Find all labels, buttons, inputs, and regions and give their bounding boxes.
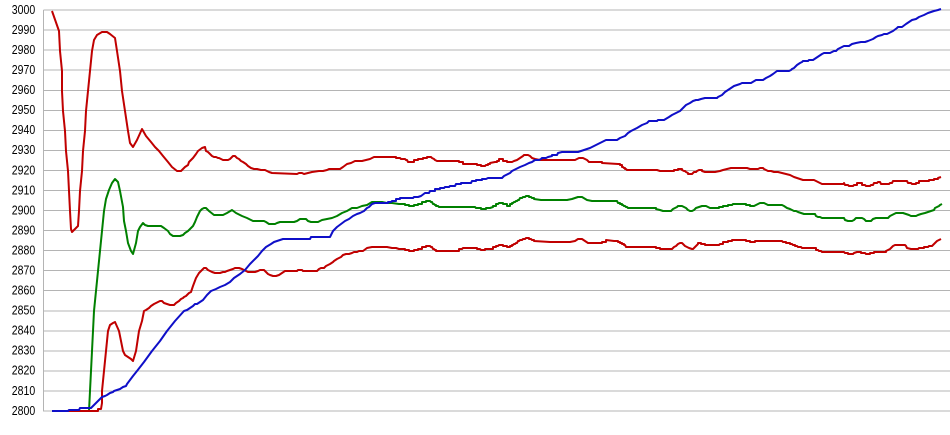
- svg-text:2880: 2880: [12, 242, 35, 257]
- svg-text:2970: 2970: [12, 62, 35, 77]
- svg-text:2910: 2910: [12, 182, 35, 197]
- svg-text:2820: 2820: [12, 363, 35, 378]
- svg-text:2840: 2840: [12, 323, 35, 338]
- svg-text:2810: 2810: [12, 383, 35, 398]
- svg-text:2930: 2930: [12, 142, 35, 157]
- svg-text:2920: 2920: [12, 162, 35, 177]
- svg-text:2980: 2980: [12, 42, 35, 57]
- svg-text:2940: 2940: [12, 122, 35, 137]
- svg-text:2990: 2990: [12, 22, 35, 37]
- svg-text:2950: 2950: [12, 102, 35, 117]
- svg-text:2860: 2860: [12, 283, 35, 298]
- svg-text:2830: 2830: [12, 343, 35, 358]
- svg-text:2870: 2870: [12, 263, 35, 278]
- svg-text:2900: 2900: [12, 202, 35, 217]
- svg-text:3000: 3000: [12, 2, 35, 17]
- svg-text:2890: 2890: [12, 222, 35, 237]
- svg-text:2850: 2850: [12, 303, 35, 318]
- svg-text:2960: 2960: [12, 82, 35, 97]
- svg-text:2800: 2800: [12, 403, 35, 418]
